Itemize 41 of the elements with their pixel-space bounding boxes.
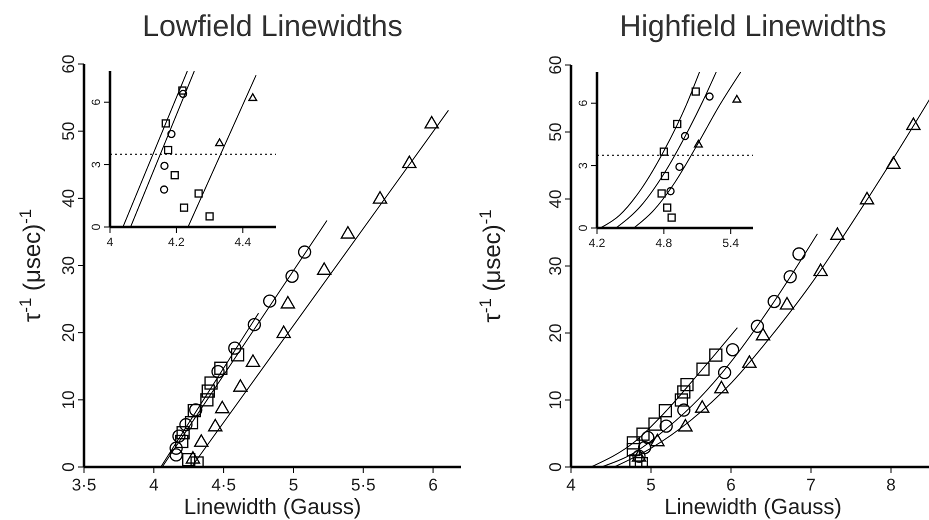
x-tick-label: 4: [106, 234, 114, 249]
y-tick-label: 30: [59, 256, 78, 275]
x-tick-label: 6: [726, 475, 736, 494]
chart-title: Highfield Linewidths: [618, 10, 888, 44]
x-tick-label: 5.4: [722, 236, 740, 250]
chart-title: Lowfield Linewidths: [141, 10, 404, 44]
x-tick-label: 5·5: [350, 475, 376, 494]
y-tick-label: 40: [546, 190, 565, 208]
y-tick-label: 3: [89, 160, 103, 168]
x-tick-label: 4: [149, 475, 159, 494]
x-tick-label: 7: [806, 475, 816, 494]
y-tick-label: 3: [576, 162, 590, 169]
y-tick-label: 30: [546, 256, 565, 276]
x-tick-label: 3·5: [72, 475, 96, 494]
x-tick-label: 4: [566, 475, 576, 494]
x-axis-title: Linewidth (Gauss): [184, 494, 362, 519]
y-tick-label: 60: [59, 54, 78, 74]
y-tick-label: 60: [546, 56, 565, 74]
x-axis-title: Linewidth (Gauss): [664, 494, 842, 519]
y-tick-label: 0: [59, 462, 78, 472]
y-tick-label: 50: [546, 122, 565, 142]
y-tick-label: 6: [89, 98, 103, 106]
x-tick-label: 4.8: [656, 236, 673, 250]
y-tick-label: 10: [59, 390, 78, 410]
y-tick-label: 0: [546, 462, 565, 472]
x-tick-label: 4.4: [234, 234, 252, 249]
y-tick-label: 0: [576, 224, 590, 232]
y-tick-label: 20: [59, 323, 78, 342]
x-tick-label: 4.2: [588, 236, 606, 250]
y-tick-label: 40: [59, 188, 78, 208]
x-tick-label: 6: [428, 475, 438, 494]
x-tick-label: 4·5: [211, 475, 236, 494]
x-tick-label: 8: [886, 475, 896, 494]
x-tick-label: 4.2: [168, 234, 186, 249]
y-tick-label: 50: [59, 122, 78, 141]
y-tick-label: 20: [546, 324, 565, 342]
y-tick-label: 10: [546, 390, 565, 410]
x-tick-label: 5: [646, 475, 656, 494]
x-tick-label: 5: [288, 475, 298, 494]
y-tick-label: 0: [89, 223, 103, 230]
y-tick-label: 6: [576, 100, 590, 107]
